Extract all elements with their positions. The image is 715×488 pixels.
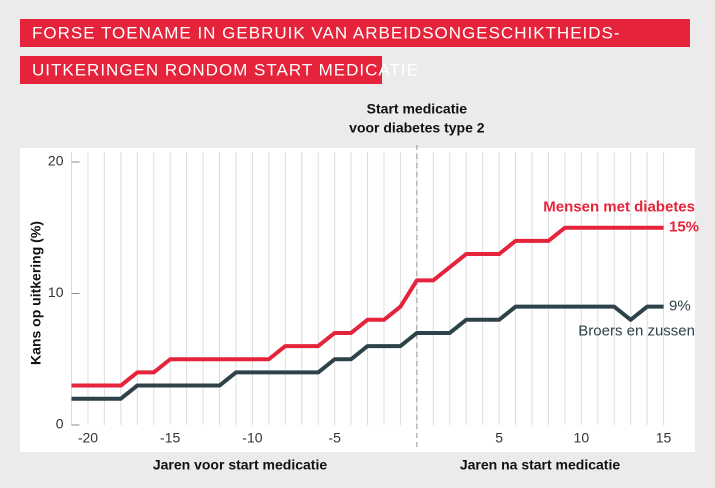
title-box bbox=[20, 56, 382, 84]
x-tick-label: 10 bbox=[574, 430, 590, 446]
title-box bbox=[20, 19, 690, 47]
x-tick-label: -10 bbox=[242, 430, 262, 446]
plot-area bbox=[20, 148, 695, 452]
series-line bbox=[71, 304, 664, 401]
chart-title: FORSE TOENAME IN GEBRUIK VAN ARBEIDSONGE… bbox=[32, 23, 621, 42]
y-tick-label: 10 bbox=[48, 284, 64, 300]
legend-label: Broers en zussen bbox=[578, 323, 695, 340]
series-line bbox=[71, 225, 664, 388]
x-axis-label: Jaren voor start medicatie bbox=[153, 457, 328, 473]
end-label: 15% bbox=[669, 219, 699, 236]
x-axis-label: Jaren na start medicatie bbox=[460, 457, 621, 473]
end-label: 9% bbox=[669, 298, 691, 315]
x-tick-label: -20 bbox=[78, 430, 98, 446]
annotation: Start medicatie bbox=[367, 101, 468, 117]
y-axis-label: Kans op uitkering (%) bbox=[28, 221, 44, 365]
annotation: voor diabetes type 2 bbox=[349, 120, 485, 136]
y-tick-label: 0 bbox=[56, 416, 64, 432]
x-tick-label: -15 bbox=[160, 430, 180, 446]
x-tick-label: 15 bbox=[656, 430, 672, 446]
y-tick-label: 20 bbox=[48, 153, 64, 169]
chart-title: UITKERINGEN RONDOM START MEDICATIE bbox=[32, 60, 419, 79]
x-tick-label: -5 bbox=[328, 430, 341, 446]
x-tick-label: 5 bbox=[495, 430, 503, 446]
legend-label: Mensen met diabetes bbox=[543, 199, 695, 216]
